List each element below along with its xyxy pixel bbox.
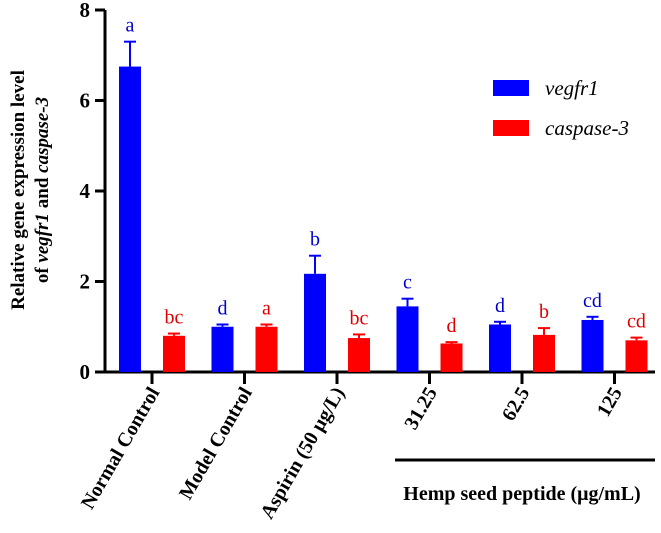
significance-letter-vegfr1: a <box>126 15 135 37</box>
bar-caspase-3 <box>163 335 185 372</box>
legend-label-vegfr1: vegfr1 <box>545 76 599 100</box>
legend-label-caspase-3: caspase-3 <box>545 116 629 140</box>
y-axis-label-part: and <box>32 173 53 213</box>
x-category-label: Model Control <box>175 383 257 503</box>
bar-caspase-3 <box>625 340 648 372</box>
y-axis-label-line1: Relative gene expression level <box>8 70 29 310</box>
x-category-label: Aspirin (50 μg/L) <box>256 384 349 523</box>
bar-caspase-3 <box>348 338 370 372</box>
significance-letter-caspase-3: bc <box>350 307 369 329</box>
bar-vegfr1 <box>304 273 326 372</box>
legend-swatch-caspase-3 <box>493 120 529 136</box>
legend-swatch-vegfr1 <box>493 80 529 96</box>
bar-vegfr1 <box>119 66 141 372</box>
bar-vegfr1 <box>396 306 419 372</box>
y-tick-label: 0 <box>80 360 91 384</box>
axes-group: 0 2 4 6 8 Relative gene expression level of ve… <box>8 0 655 462</box>
significance-letter-caspase-3: cd <box>627 311 646 333</box>
bar-vegfr1 <box>581 319 604 372</box>
bar-caspase-3 <box>440 343 463 372</box>
bar-caspase-3 <box>255 326 278 372</box>
y-axis-label-line2: of vegfr1 and caspase-3 <box>32 97 53 283</box>
bar-vegfr1 <box>211 326 234 372</box>
legend-group: vegfr1 caspase-3 <box>493 76 629 140</box>
x-category-label: 31.25 <box>400 384 442 434</box>
y-tick-label: 8 <box>80 0 91 22</box>
x-category-label: 62.5 <box>498 384 535 425</box>
bar-caspase-3 <box>533 334 555 372</box>
significance-letter-vegfr1: c <box>403 272 412 294</box>
y-axis-label-part: caspase-3 <box>32 97 53 173</box>
significance-letter-vegfr1: cd <box>583 290 602 312</box>
significance-letter-caspase-3: d <box>447 315 457 337</box>
significance-letter-vegfr1: b <box>310 229 320 251</box>
x-category-label: 125 <box>593 384 627 421</box>
y-axis-label-part: of <box>32 263 53 284</box>
y-axis-label-part: vegfr1 <box>32 213 53 263</box>
bar-vegfr1 <box>489 324 511 372</box>
y-tick-label: 4 <box>80 179 91 203</box>
significance-letter-caspase-3: bc <box>165 307 184 329</box>
group-label: Hemp seed peptide (μg/mL) <box>403 483 640 505</box>
y-tick-label: 6 <box>80 89 91 113</box>
bars-group <box>119 40 648 372</box>
significance-letter-vegfr1: d <box>495 295 505 317</box>
y-tick-label: 2 <box>80 270 91 294</box>
x-category-label: Normal Control <box>77 383 165 513</box>
significance-letter-vegfr1: d <box>218 297 228 319</box>
significance-letter-caspase-3: a <box>262 297 271 319</box>
significance-letter-caspase-3: b <box>539 301 549 323</box>
